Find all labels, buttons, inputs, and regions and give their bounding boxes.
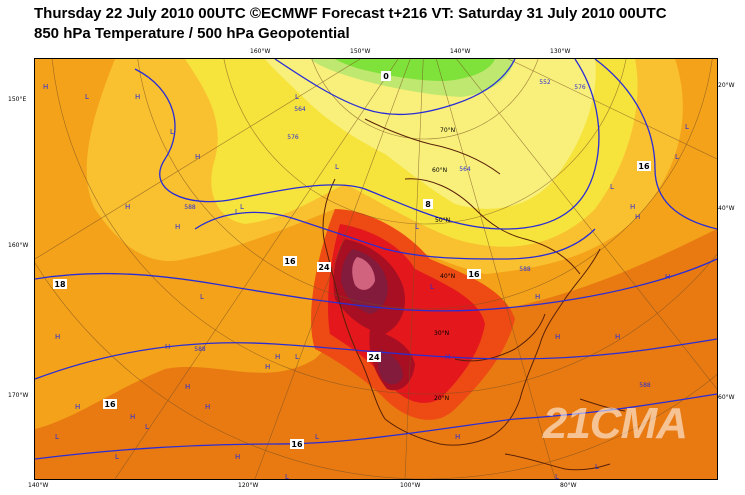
bottom-tick: 100°W	[400, 482, 421, 489]
height-label: 576	[574, 84, 586, 91]
lat-label: 50°N	[435, 217, 451, 224]
isotherm-label: 16	[284, 257, 296, 266]
high-pressure-marker: H	[185, 383, 190, 391]
low-pressure-marker: L	[235, 208, 239, 216]
right-tick: 60°W	[718, 394, 735, 401]
high-pressure-marker: H	[535, 293, 540, 301]
low-pressure-marker: L	[200, 293, 204, 301]
high-pressure-marker: H	[635, 213, 640, 221]
left-tick: 150°E	[8, 96, 27, 103]
high-pressure-marker: H	[445, 353, 450, 361]
height-label: 588	[194, 346, 206, 353]
isotherm-label: 16	[468, 270, 480, 279]
height-labels: 564 576 588 552 588 564 576 588 588	[184, 79, 651, 389]
high-pressure-marker: H	[555, 333, 560, 341]
top-tick: 130°W	[550, 48, 571, 55]
low-pressure-marker: L	[555, 473, 559, 479]
low-pressure-marker: L	[240, 203, 244, 211]
low-pressure-marker: L	[285, 473, 289, 479]
temperature-band-pale-yellow	[265, 59, 596, 209]
high-pressure-marker: H	[75, 403, 80, 411]
isotherm-label: 24	[368, 353, 380, 362]
high-pressure-marker: H	[235, 453, 240, 461]
isotherm-labels: 16 16 24 16 16 24 16 8 0 18	[53, 71, 651, 449]
lat-label: 40°N	[440, 273, 456, 280]
high-pressure-marker: H	[265, 363, 270, 371]
low-pressure-marker: L	[145, 423, 149, 431]
height-label: 564	[294, 106, 306, 113]
left-tick: 160°W	[8, 242, 29, 249]
isotherm-label: 8	[425, 200, 431, 209]
lat-label: 20°N	[434, 395, 450, 402]
low-pressure-marker: L	[295, 353, 299, 361]
high-pressure-marker: H	[43, 83, 48, 91]
high-pressure-marker: H	[130, 413, 135, 421]
forecast-map-svg: 16 16 24 16 16 24 16 8 0 18 564 576 588 …	[35, 59, 717, 479]
low-pressure-marker: L	[170, 128, 174, 136]
high-pressure-marker: H	[615, 333, 620, 341]
temperature-band-pink	[352, 257, 375, 290]
isotherm-label: 16	[104, 400, 116, 409]
low-pressure-marker: L	[115, 453, 119, 461]
isotherm-label: 24	[318, 263, 330, 272]
low-pressure-marker: L	[225, 478, 229, 479]
forecast-map: 16 16 24 16 16 24 16 8 0 18 564 576 588 …	[34, 58, 718, 480]
low-pressure-marker: L	[430, 283, 434, 291]
bottom-tick: 140°W	[28, 482, 49, 489]
high-pressure-marker: H	[55, 333, 60, 341]
coastlines	[322, 118, 626, 471]
isotherm-label: 16	[291, 440, 303, 449]
top-tick: 150°W	[350, 48, 371, 55]
low-pressure-marker: L	[55, 433, 59, 441]
geopotential-contours	[35, 59, 717, 460]
height-label: 588	[639, 382, 651, 389]
height-label: 552	[539, 79, 551, 86]
low-pressure-marker: L	[595, 463, 599, 471]
height-label: 588	[519, 266, 531, 273]
top-tick: 140°W	[450, 48, 471, 55]
high-pressure-marker: H	[665, 273, 670, 281]
right-tick: 40°W	[718, 205, 735, 212]
isotherm-label: 18	[54, 280, 66, 289]
high-pressure-marker: H	[630, 203, 635, 211]
low-pressure-marker: L	[685, 123, 689, 131]
bottom-tick: 80°W	[560, 482, 577, 489]
left-tick: 170°W	[8, 392, 29, 399]
height-label: 576	[287, 134, 299, 141]
site-watermark: 21CMA	[542, 399, 688, 448]
top-tick: 160°W	[250, 48, 271, 55]
lat-label: 70°N	[440, 127, 456, 134]
low-pressure-marker: L	[335, 163, 339, 171]
high-pressure-marker: H	[275, 353, 280, 361]
right-tick: 20°W	[718, 82, 735, 89]
low-pressure-marker: L	[415, 223, 419, 231]
lat-label: 60°N	[432, 167, 448, 174]
isotherm-label: 0	[383, 72, 389, 81]
high-pressure-marker: H	[135, 93, 140, 101]
high-pressure-marker: H	[195, 153, 200, 161]
low-pressure-marker: L	[295, 93, 299, 101]
low-pressure-marker: L	[315, 433, 319, 441]
graticule	[35, 59, 717, 479]
low-pressure-marker: L	[610, 183, 614, 191]
lat-label: 30°N	[434, 330, 450, 337]
high-pressure-marker: H	[125, 203, 130, 211]
high-pressure-marker: H	[165, 343, 170, 351]
temperature-band-bright-green	[335, 59, 495, 81]
map-subtitle: 850 hPa Temperature / 500 hPa Geopotenti…	[34, 25, 350, 42]
low-pressure-marker: L	[675, 153, 679, 161]
high-pressure-marker: H	[205, 403, 210, 411]
pressure-markers: HLHLHLHLLLHHHHLHHLHLHLHHHHLHLHHLLHLLHLLL…	[43, 83, 689, 479]
low-pressure-marker: L	[85, 93, 89, 101]
height-label: 588	[184, 204, 196, 211]
map-title: Thursday 22 July 2010 00UTC ©ECMWF Forec…	[34, 5, 667, 22]
bottom-tick: 120°W	[238, 482, 259, 489]
isotherm-label: 16	[638, 162, 650, 171]
high-pressure-marker: H	[175, 223, 180, 231]
high-pressure-marker: H	[455, 433, 460, 441]
height-label: 564	[459, 166, 471, 173]
